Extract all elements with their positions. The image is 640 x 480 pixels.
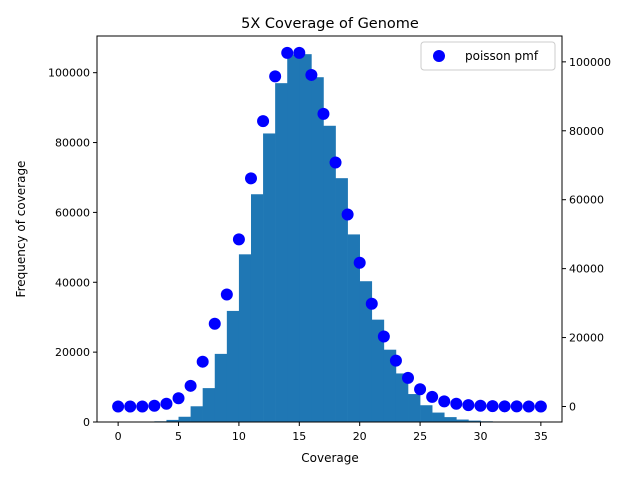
histogram-bar [238,254,252,422]
poisson-point [196,355,209,368]
x-tick-label: 15 [292,430,306,443]
x-tick-label: 35 [534,430,548,443]
x-axis-label: Coverage [301,451,359,465]
histogram-bar [299,54,312,423]
poisson-point [208,317,221,330]
histogram-bar [178,416,191,422]
y-tick-label-left: 40000 [55,276,90,289]
histogram-bar [311,77,324,422]
y-tick-label-left: 80000 [55,137,90,150]
poisson-point [124,400,137,413]
poisson-point [269,70,282,83]
histogram-bars [154,54,542,423]
histogram-bar [263,133,276,422]
y-tick-label-left: 100000 [48,67,90,80]
poisson-point [534,400,547,413]
poisson-point [293,46,306,59]
x-tick-label: 30 [473,430,487,443]
histogram-bar [287,54,300,422]
poisson-point [184,379,197,392]
histogram-bar [226,310,240,422]
poisson-point [486,400,499,413]
histogram-bar [468,420,481,422]
y-tick-label-left: 20000 [55,346,90,359]
poisson-point [172,392,185,405]
histogram-bar [190,406,203,422]
y-tick-label-right: 80000 [569,125,604,138]
poisson-point [112,400,125,413]
y-tick-label-left: 60000 [55,206,90,219]
y-tick-label-right: 60000 [569,194,604,207]
x-tick-label: 10 [232,430,246,443]
x-tick-label: 0 [115,430,122,443]
chart-title: 5X Coverage of Genome [241,16,419,32]
poisson-point [450,397,463,410]
histogram-bar [335,178,348,422]
histogram-bar [444,417,457,422]
legend: poisson pmf [420,41,556,71]
poisson-point [522,400,535,413]
histogram-bar [214,353,228,422]
poisson-point [148,399,161,412]
y-tick-label-right: 40000 [569,263,604,276]
poisson-point [498,400,511,413]
histogram-bar [432,412,445,422]
poisson-points [112,46,547,413]
poisson-point [426,390,439,403]
histogram-bar [456,419,469,422]
histogram-bar [347,234,360,422]
histogram-bar [408,394,421,422]
poisson-point [136,400,149,413]
histogram-bar [371,319,385,422]
poisson-point [160,397,173,410]
x-tick-label: 25 [413,430,427,443]
poisson-point [377,330,390,343]
histogram-bar [166,419,179,422]
poisson-point [353,256,366,269]
legend-marker [433,50,445,62]
poisson-point [414,383,427,396]
histogram-bar [275,83,288,422]
x-tick-label: 20 [353,430,367,443]
legend-label: poisson pmf [465,49,539,63]
y-tick-label-right: 20000 [569,332,604,345]
poisson-point [341,208,354,221]
plot-frame [96,35,563,423]
histogram-bar [250,194,264,422]
poisson-point [232,233,245,246]
histogram-bar [420,405,433,422]
legend-box [420,41,556,71]
poisson-point [305,68,318,81]
poisson-point [257,115,270,128]
poisson-point [281,46,294,59]
poisson-point [462,399,475,412]
poisson-point [438,395,451,408]
histogram-bar [383,349,397,422]
poisson-point [365,297,378,310]
x-tick-label: 5 [175,430,182,443]
y-tick-label-left: 0 [83,416,90,429]
poisson-point [244,172,257,185]
poisson-point [317,107,330,120]
y-tick-label-right: 0 [569,400,576,413]
poisson-point [474,399,487,412]
y-tick-label-right: 100000 [569,56,611,69]
poisson-point [402,371,415,384]
poisson-point [389,354,402,367]
poisson-point [510,400,523,413]
poisson-point [220,288,233,301]
histogram-bar [323,125,336,422]
poisson-point [329,156,342,169]
histogram-bar [359,281,373,422]
y-axis-label: Frequency of coverage [14,161,28,298]
histogram-bar [202,388,216,422]
axes: 0 5 10 15 20 25 30 35 0 20000 40000 60000 80000 10000… [48,35,611,443]
histogram-bar [395,373,409,422]
